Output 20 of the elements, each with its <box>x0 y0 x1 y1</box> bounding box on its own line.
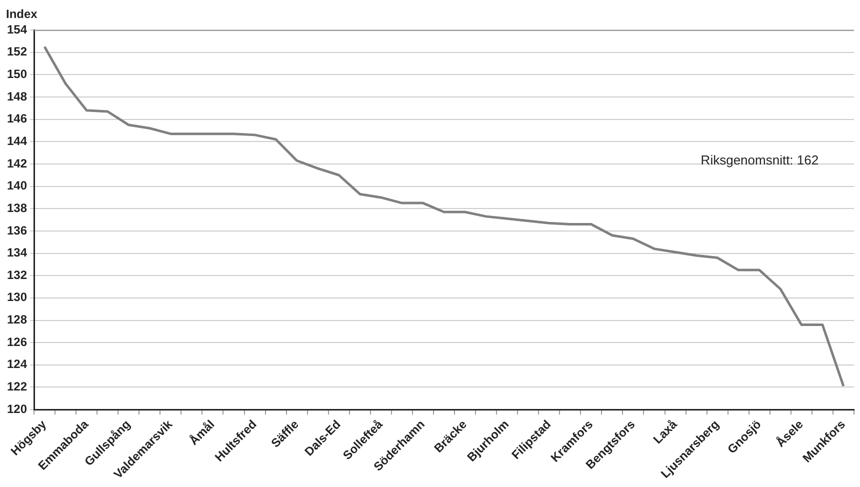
y-tick-label: 136 <box>6 223 28 238</box>
y-tick-label: 152 <box>6 44 28 59</box>
y-tick-label: 126 <box>6 334 28 349</box>
y-tick-label: 138 <box>6 200 28 215</box>
y-tick-label: 120 <box>6 402 28 416</box>
y-tick-label: 130 <box>6 290 28 304</box>
y-tick-label: 148 <box>6 89 28 104</box>
y-tick-label: 150 <box>6 66 28 81</box>
y-tick-label: 154 <box>6 22 28 36</box>
y-tick-label: 146 <box>6 112 28 126</box>
y-tick-label: 124 <box>6 357 28 372</box>
y-tick-label: 128 <box>6 312 28 327</box>
y-tick-label: 140 <box>6 178 28 193</box>
y-tick-label: 132 <box>6 268 28 282</box>
y-axis-title: Index <box>6 7 38 21</box>
y-tick-label: 142 <box>6 156 28 170</box>
y-tick-label: 122 <box>6 380 28 394</box>
y-tick-label: 134 <box>6 246 28 260</box>
y-tick-label: 144 <box>6 134 28 148</box>
annotation: Riksgenomsnitt: 162 <box>700 152 819 168</box>
